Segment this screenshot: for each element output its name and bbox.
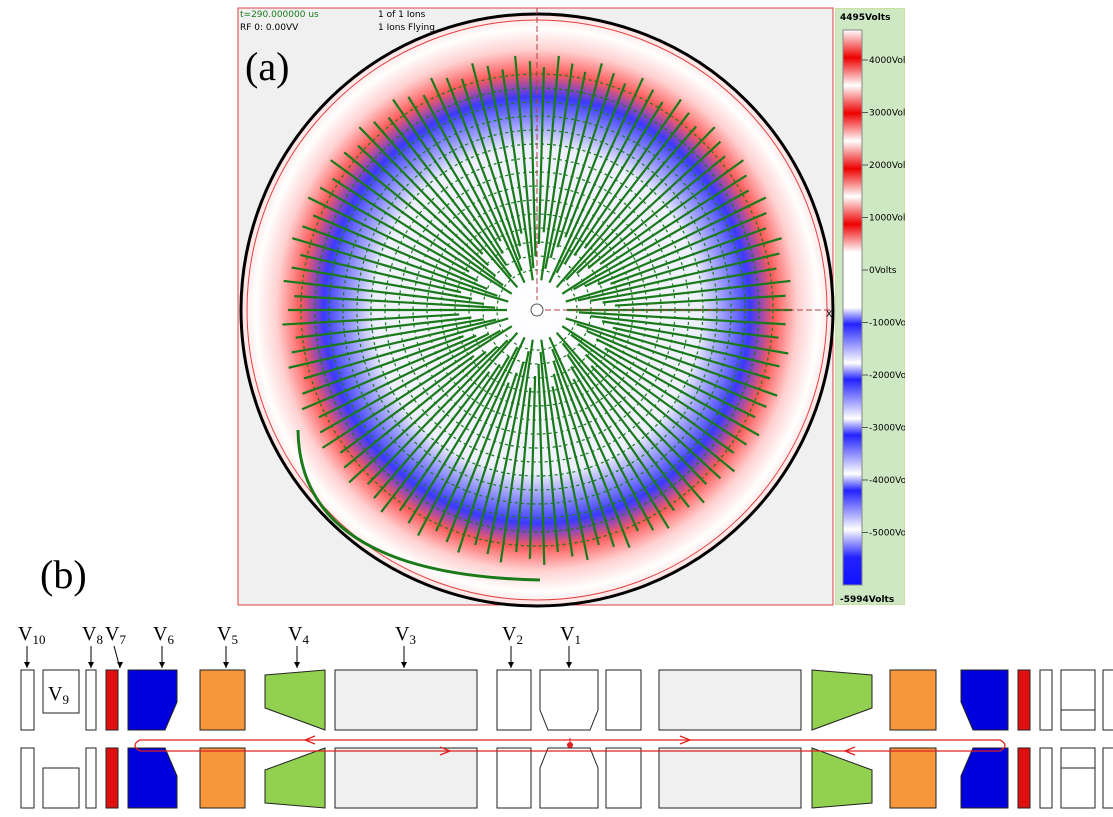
colorbar-max: 4495Volts	[840, 13, 890, 23]
electrode-label-sub: 8	[96, 632, 103, 647]
electrode	[497, 670, 531, 730]
electrode-label-sub: 7	[119, 632, 126, 647]
electrode	[106, 748, 118, 808]
time-readout: t=290.000000 us	[240, 10, 319, 20]
colorbar	[843, 30, 862, 585]
electrode-label-sub: 10	[32, 632, 45, 647]
electrode	[106, 670, 118, 730]
electrode	[335, 670, 477, 730]
electrode-label-base: V	[288, 623, 303, 645]
colorbar-label: 1000Volts	[869, 214, 914, 224]
electrode-label-sub: 4	[302, 632, 309, 647]
label-arrowhead	[566, 662, 572, 668]
label-arrowhead	[24, 662, 30, 668]
electrode	[86, 670, 96, 730]
label-arrowhead	[117, 662, 123, 668]
figure: X t=290.000000 us RF 0: 0.00VV 1 of 1 Io…	[0, 0, 1113, 817]
axis-x-label: X	[826, 310, 832, 320]
electrode	[1061, 768, 1095, 808]
electrode	[1040, 748, 1052, 808]
electrode	[265, 748, 325, 808]
electrode-label-sub: 3	[409, 632, 416, 647]
electrode-label: V8	[82, 623, 103, 647]
electrode-label-base: V	[105, 623, 120, 645]
label-arrowhead	[159, 662, 165, 668]
electrode	[265, 670, 325, 730]
electrode-label-base: V	[153, 623, 168, 645]
electrode-label-base: V	[82, 623, 97, 645]
electrode	[1040, 670, 1052, 730]
electrode	[21, 670, 34, 730]
colorbar-label: -4000Volts	[869, 476, 917, 486]
colorbar-label: 0Volts	[869, 266, 897, 276]
injection-point	[567, 742, 573, 748]
colorbar-label: 2000Volts	[869, 161, 914, 171]
electrode	[497, 748, 531, 808]
electrode	[128, 748, 177, 808]
electrode	[812, 748, 872, 808]
electrode-label-base: V	[395, 623, 410, 645]
colorbar-label: -5000Volts	[869, 529, 917, 539]
electrode-label: V4	[288, 623, 309, 647]
electrode	[890, 670, 936, 730]
electrode-label-base: V	[560, 623, 575, 645]
electrode	[540, 670, 598, 730]
label-arrowhead	[401, 662, 407, 668]
panel-a: X t=290.000000 us RF 0: 0.00VV 1 of 1 Io…	[238, 8, 917, 606]
electrode-label: V3	[395, 623, 416, 647]
panel-label: (a)	[245, 44, 289, 89]
label-arrowhead	[508, 662, 514, 668]
ion-count: 1 of 1 Ions	[378, 10, 426, 20]
electrode	[86, 748, 96, 808]
electrode-label-base: V	[217, 623, 232, 645]
electrode	[1018, 670, 1030, 730]
electrode	[43, 768, 79, 808]
electrode-label-sub: 9	[62, 692, 69, 707]
electrode-label-base: V	[18, 623, 33, 645]
electrode-label: V7	[105, 623, 126, 647]
electrode	[659, 748, 801, 808]
electrode	[961, 748, 1008, 808]
panel-label: (b)	[40, 552, 87, 597]
electrode-label-sub: 2	[516, 632, 523, 647]
electrode-label-base: V	[502, 623, 517, 645]
electrode	[1061, 670, 1095, 710]
colorbar-min: -5994Volts	[840, 595, 894, 605]
electrode	[659, 670, 801, 730]
electrode-label-base: V	[48, 683, 63, 705]
colorbar-label: 3000Volts	[869, 109, 914, 119]
electrode-label-sub: 6	[167, 632, 174, 647]
electrode	[540, 748, 598, 808]
label-arrowhead	[223, 662, 229, 668]
rf-readout: RF 0: 0.00VV	[240, 23, 299, 33]
colorbar-label: 4000Volts	[869, 56, 914, 66]
electrode	[812, 670, 872, 730]
colorbar-label: -3000Volts	[869, 424, 917, 434]
electrode-label-sub: 5	[231, 632, 238, 647]
colorbar-label: -1000Volts	[869, 319, 917, 329]
electrode	[200, 748, 245, 808]
electrode	[890, 748, 936, 808]
electrode	[1103, 748, 1113, 808]
center-marker	[531, 304, 543, 316]
electrode-label: V1	[560, 623, 581, 647]
electrode	[335, 748, 477, 808]
electrode-label: V5	[217, 623, 238, 647]
electrode	[1018, 748, 1030, 808]
electrode	[606, 748, 641, 808]
ions-flying: 1 Ions Flying	[378, 23, 435, 33]
electrode-label-sub: 1	[574, 632, 581, 647]
electrode	[606, 670, 641, 730]
label-arrowhead	[88, 662, 94, 668]
electrode	[128, 670, 177, 730]
electrode-label: V10	[18, 623, 45, 647]
electrode	[21, 748, 34, 808]
electrode	[961, 670, 1008, 730]
label-arrowhead	[294, 662, 300, 668]
electrode-label: V2	[502, 623, 523, 647]
electrode-label: V6	[153, 623, 174, 647]
electrode	[200, 670, 245, 730]
colorbar-label: -2000Volts	[869, 371, 917, 381]
electrode	[1103, 670, 1113, 730]
